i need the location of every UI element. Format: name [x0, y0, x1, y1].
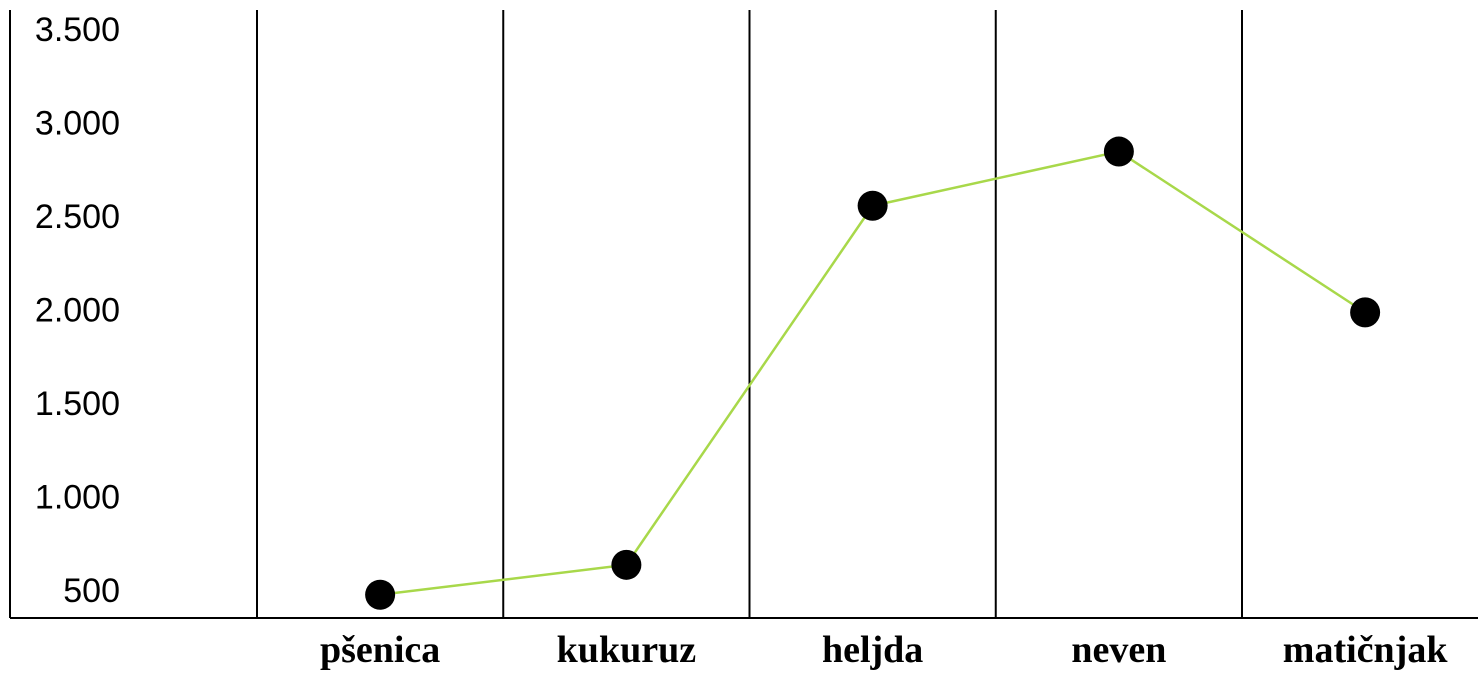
data-point: [857, 190, 888, 221]
y-tick-label: 1.500: [35, 385, 120, 423]
x-tick-label: pšenica: [320, 629, 440, 671]
y-tick-label: 3.500: [35, 11, 120, 49]
x-tick-label: matičnjak: [1283, 629, 1449, 671]
x-tick-label: heljda: [822, 629, 923, 671]
y-tick-label: 2.000: [35, 292, 120, 330]
axes: [9, 10, 1478, 619]
x-tick-label: kukuruz: [557, 629, 697, 671]
data-point: [611, 549, 642, 580]
data-point: [1350, 297, 1381, 328]
series: [365, 136, 1381, 610]
y-tick-label: 3.000: [35, 105, 120, 143]
y-tick-labels: 3.500 3.000 2.500 2.000 1.500 1.000 500: [35, 11, 120, 610]
y-tick-label: 500: [63, 572, 120, 610]
x-tick-labels: pšenica kukuruz heljda neven matičnjak: [320, 629, 1448, 671]
data-point: [365, 579, 396, 610]
grid-lines: [256, 10, 1243, 618]
data-point: [1103, 136, 1134, 167]
x-tick-label: neven: [1071, 629, 1166, 671]
y-tick-label: 2.500: [35, 198, 120, 236]
y-tick-label: 1.000: [35, 479, 120, 517]
